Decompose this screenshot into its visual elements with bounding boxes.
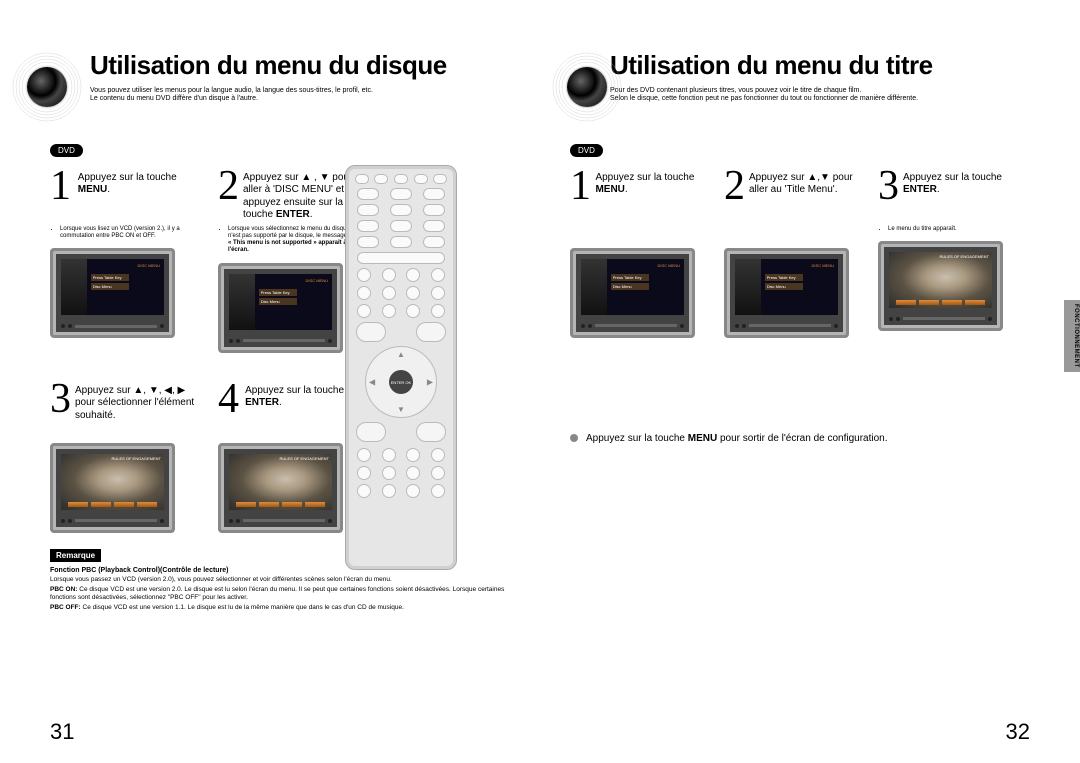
dvd-badge: DVD <box>50 144 83 157</box>
remote-control: ▲ ▼ ◀ ▶ ENTER OK <box>345 165 457 570</box>
page-title: Utilisation du menu du titre <box>610 50 1030 81</box>
step-text: Appuyez sur la touche MENU. <box>595 168 706 197</box>
step-number: 2 <box>218 168 239 206</box>
page-32: Utilisation du menu du titre Pour des DV… <box>540 0 1080 763</box>
exit-instruction: Appuyez sur la touche MENU pour sortir d… <box>570 433 1030 444</box>
tv-thumbnail: DISC MENU Press Table Key Disc Menu <box>50 248 175 338</box>
dvd-badge: DVD <box>570 144 603 157</box>
step-number: 2 <box>724 168 745 206</box>
exit-text: Appuyez sur la touche MENU pour sortir d… <box>586 433 888 444</box>
step-3: 3 Appuyez sur la touche ENTER. Le menu d… <box>878 168 1014 338</box>
step-number: 1 <box>570 168 591 206</box>
step-text: Appuyez sur ▲, ▼, ◀, ▶ pour sélectionner… <box>75 381 200 423</box>
bullet-icon <box>570 434 578 442</box>
tv-thumbnail: RULES OF ENGAGEMENT <box>218 443 343 533</box>
step-number: 4 <box>218 381 241 419</box>
step-note: Le menu du titre apparaît. <box>878 226 1014 233</box>
page-number: 31 <box>50 719 74 745</box>
remote-dpad: ▲ ▼ ◀ ▶ ENTER OK <box>365 346 437 418</box>
step-1: 1 Appuyez sur la touche MENU. Lorsque vo… <box>50 168 200 353</box>
page-31: Utilisation du menu du disque Vous pouve… <box>0 0 540 763</box>
step-note: Lorsque vous lisez un VCD (version 2.), … <box>50 226 200 240</box>
tv-thumbnail: RULES OF ENGAGEMENT <box>878 241 1003 331</box>
steps-block: 1 Appuyez sur la touche MENU. DISC MENU … <box>570 168 1030 338</box>
step-number: 3 <box>50 381 71 419</box>
tv-thumbnail: DISC MENU Press Table Key Disc Menu <box>724 248 849 338</box>
intro-text: Pour des DVD contenant plusieurs titres,… <box>610 87 1010 104</box>
page-number: 32 <box>1006 719 1030 745</box>
speaker-graphic <box>552 52 622 122</box>
speaker-graphic <box>12 52 82 122</box>
remarque-label: Remarque <box>50 549 101 562</box>
tv-thumbnail: RULES OF ENGAGEMENT <box>50 443 175 533</box>
intro-text: Vous pouvez utiliser les menus pour la l… <box>90 87 490 104</box>
step-1: 1 Appuyez sur la touche MENU. DISC MENU … <box>570 168 706 338</box>
tv-thumbnail: DISC MENU Press Table Key Disc Menu <box>218 263 343 353</box>
page-title: Utilisation du menu du disque <box>90 50 510 81</box>
section-tab: FONCTIONNEMENT <box>1064 300 1080 372</box>
step-text: Appuyez sur ▲,▼ pour aller au 'Title Men… <box>749 168 860 197</box>
step-text: Appuyez sur la touche MENU. <box>78 168 200 197</box>
step-number: 1 <box>50 168 74 206</box>
step-text: Appuyez sur la touche ENTER. <box>903 168 1014 197</box>
step-number: 3 <box>878 168 899 206</box>
step-2: 2 Appuyez sur ▲,▼ pour aller au 'Title M… <box>724 168 860 338</box>
remarque-body: Lorsque vous passez un VCD (version 2.0)… <box>50 576 510 613</box>
step-3: 3 Appuyez sur ▲, ▼, ◀, ▶ pour sélectionn… <box>50 381 200 533</box>
tv-thumbnail: DISC MENU Press Table Key Disc Menu <box>570 248 695 338</box>
